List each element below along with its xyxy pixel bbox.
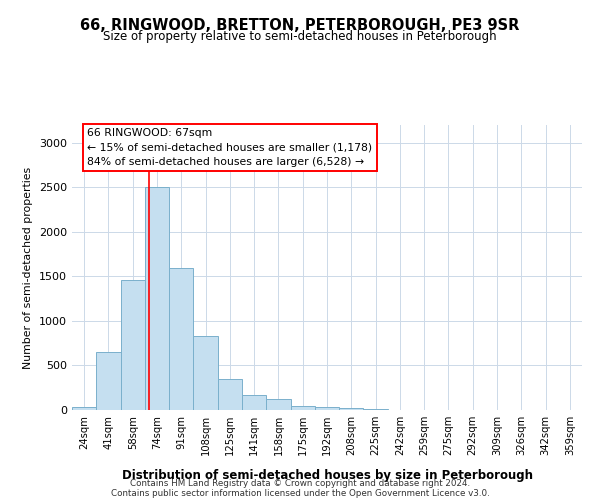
Bar bbox=[290, 406, 315, 410]
Bar bbox=[364, 409, 388, 410]
Bar bbox=[339, 408, 364, 410]
Text: 66 RINGWOOD: 67sqm
← 15% of semi-detached houses are smaller (1,178)
84% of semi: 66 RINGWOOD: 67sqm ← 15% of semi-detache… bbox=[88, 128, 373, 166]
Bar bbox=[145, 188, 169, 410]
Bar bbox=[96, 352, 121, 410]
X-axis label: Distribution of semi-detached houses by size in Peterborough: Distribution of semi-detached houses by … bbox=[121, 469, 533, 482]
Text: Contains public sector information licensed under the Open Government Licence v3: Contains public sector information licen… bbox=[110, 488, 490, 498]
Bar bbox=[72, 407, 96, 410]
Bar bbox=[315, 408, 339, 410]
Bar bbox=[193, 336, 218, 410]
Bar bbox=[218, 380, 242, 410]
Text: 66, RINGWOOD, BRETTON, PETERBOROUGH, PE3 9SR: 66, RINGWOOD, BRETTON, PETERBOROUGH, PE3… bbox=[80, 18, 520, 32]
Bar bbox=[266, 400, 290, 410]
Text: Size of property relative to semi-detached houses in Peterborough: Size of property relative to semi-detach… bbox=[103, 30, 497, 43]
Bar bbox=[121, 280, 145, 410]
Text: Contains HM Land Registry data © Crown copyright and database right 2024.: Contains HM Land Registry data © Crown c… bbox=[130, 478, 470, 488]
Y-axis label: Number of semi-detached properties: Number of semi-detached properties bbox=[23, 166, 34, 368]
Bar bbox=[169, 268, 193, 410]
Bar bbox=[242, 395, 266, 410]
